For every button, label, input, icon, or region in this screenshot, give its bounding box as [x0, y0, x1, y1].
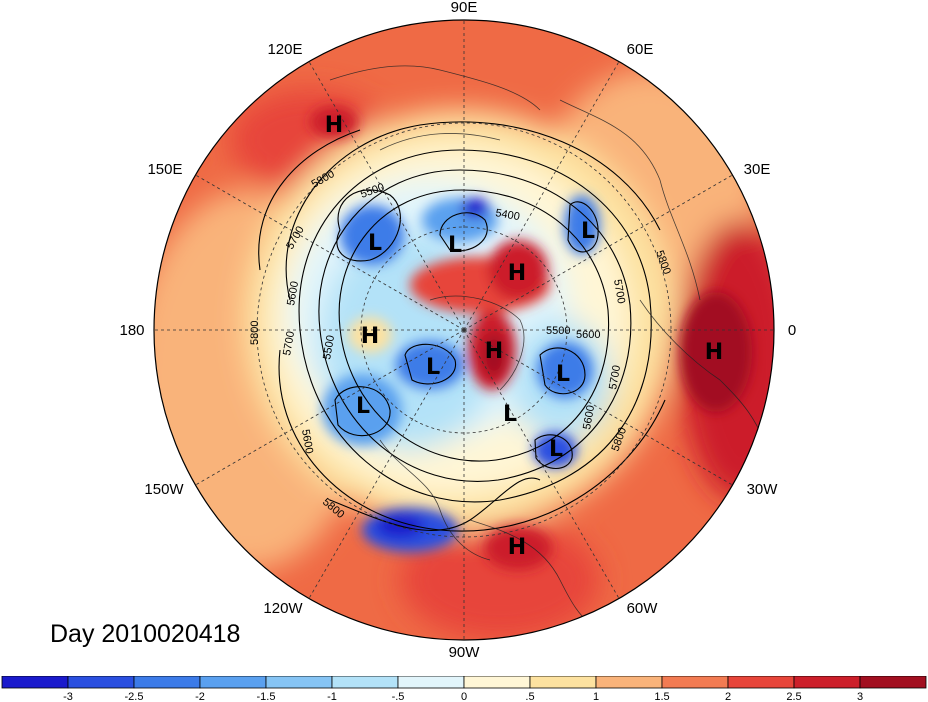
contour-label: 5500 — [321, 334, 337, 360]
lon-label-150w: 150W — [144, 481, 184, 498]
colorbar-swatch — [595, 676, 663, 689]
colorbar-swatch — [1, 676, 69, 689]
contour-label: 5800 — [249, 321, 261, 345]
colorbar-swatch — [661, 676, 729, 689]
lon-label-30e: 30E — [744, 161, 771, 178]
low-center: L — [426, 355, 440, 380]
contour-label: 5500 — [546, 325, 570, 337]
anomaly-field — [154, 20, 774, 640]
contour-label: 5600 — [299, 428, 315, 454]
polar-anomaly-map: 90E 60E 30E 0 30W 60W 90W 120W 150W 180 … — [119, 0, 796, 661]
colorbar-tick-label: -.5 — [392, 691, 405, 702]
contour-label: 5600 — [581, 404, 597, 430]
lon-label-120w: 120W — [263, 600, 303, 617]
colorbar-swatch — [133, 676, 201, 689]
colorbar-tick-labels: -3 -2.5 -2 -1.5 -1 -.5 0 .5 1 1.5 2 2.5 3 — [63, 691, 863, 702]
pressure-centers: H L L H L H H L H L L L L H — [325, 113, 723, 560]
lon-label-90e: 90E — [451, 0, 478, 16]
map-title: Day 2010020418 — [50, 620, 241, 648]
colorbar-tick-label: -1.5 — [257, 691, 276, 702]
low-center: L — [503, 402, 517, 427]
colorbar-tick-label: -2 — [195, 691, 205, 702]
colorbar-swatch — [793, 676, 861, 689]
colorbar-swatch — [397, 676, 465, 689]
high-center: H — [361, 324, 379, 349]
graticule — [154, 20, 774, 640]
contour-label: 5700 — [611, 278, 627, 304]
colorbar-tick-label: .5 — [525, 691, 534, 702]
high-center: H — [508, 261, 526, 286]
lon-label-120e: 120E — [267, 41, 302, 58]
colorbar-swatches — [1, 676, 927, 689]
colorbar-tick-label: 1.5 — [654, 691, 669, 702]
colorbar-tick-label: 2.5 — [786, 691, 801, 702]
contour-label: 5700 — [607, 364, 623, 390]
low-center: L — [448, 233, 462, 258]
lon-label-0: 0 — [788, 322, 796, 339]
high-center: H — [325, 113, 343, 138]
lon-label-60w: 60W — [627, 600, 659, 617]
lon-label-60e: 60E — [627, 41, 654, 58]
lon-label-90w: 90W — [449, 644, 481, 661]
contour-label: 5400 — [494, 207, 520, 223]
lon-label-180: 180 — [119, 322, 144, 339]
longitude-labels: 90E 60E 30E 0 30W 60W 90W 120W 150W 180 … — [119, 0, 796, 661]
low-center: L — [549, 437, 563, 462]
contour-label: 5600 — [285, 280, 301, 306]
high-center: H — [485, 339, 503, 364]
colorbar-tick-label: -1 — [327, 691, 337, 702]
colorbar-swatch — [529, 676, 597, 689]
colorbar-swatch — [199, 676, 267, 689]
colorbar-swatch — [265, 676, 333, 689]
lon-label-150e: 150E — [147, 161, 182, 178]
colorbar-tick-label: 2 — [725, 691, 731, 702]
lon-label-30w: 30W — [747, 481, 779, 498]
colorbar-swatch — [463, 676, 531, 689]
colorbar-swatch — [67, 676, 135, 689]
low-center: L — [556, 362, 570, 387]
colorbar-tick-label: -2.5 — [125, 691, 144, 702]
colorbar: -3 -2.5 -2 -1.5 -1 -.5 0 .5 1 1.5 2 2.5 3 — [1, 676, 927, 702]
colorbar-tick-label: 1 — [593, 691, 599, 702]
low-center: L — [356, 394, 370, 419]
colorbar-tick-label: -3 — [63, 691, 73, 702]
high-center: H — [508, 535, 526, 560]
colorbar-tick-label: 0 — [461, 691, 467, 702]
map-boundary — [153, 19, 775, 641]
contour-label: 5600 — [576, 329, 600, 341]
contour-label: 5700 — [281, 330, 297, 356]
colorbar-swatch — [331, 676, 399, 689]
low-center: L — [581, 219, 595, 244]
colorbar-swatch — [727, 676, 795, 689]
colorbar-tick-label: 3 — [857, 691, 863, 702]
colorbar-swatch — [859, 676, 927, 689]
low-center: L — [368, 231, 382, 256]
height-contours — [258, 121, 666, 532]
high-center: H — [705, 340, 723, 365]
